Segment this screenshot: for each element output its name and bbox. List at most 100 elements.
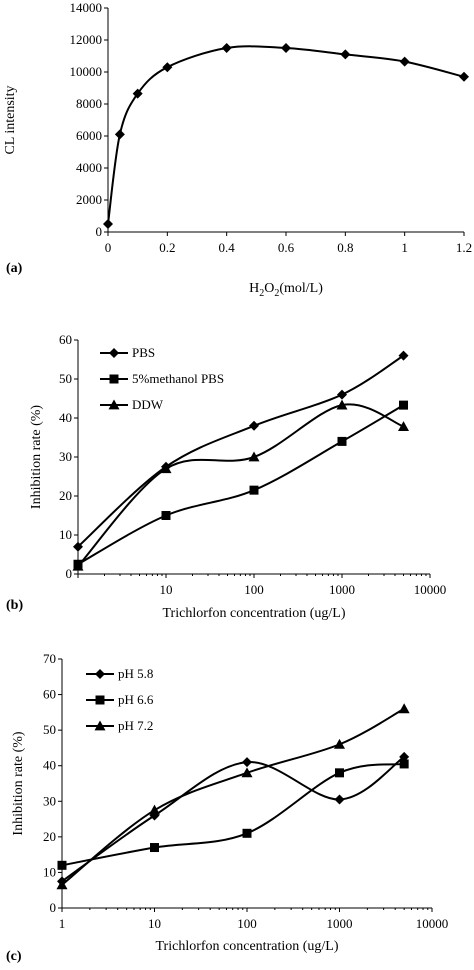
x-tick-label: 10000 [414, 582, 447, 597]
x-tick-label: 0 [105, 240, 112, 255]
y-tick-label: 40 [59, 410, 72, 425]
chart-panel-a: 0 2000 4000 6000 8000 10000 12000 14000 0 0.2 0.4 0… [3, 0, 472, 299]
y-tick-label: 60 [43, 687, 56, 702]
x-tick-label: 1.2 [456, 240, 472, 255]
panel-label: (c) [6, 949, 22, 964]
series-line-0 [77, 354, 405, 548]
x-tick-label: 0.6 [278, 240, 295, 255]
y-tick-label: 10000 [70, 64, 103, 79]
panel-label: (b) [6, 598, 23, 613]
data-point-1 [399, 759, 409, 769]
data-point-0 [399, 56, 410, 67]
data-point-0 [114, 129, 125, 140]
data-point-0 [221, 43, 232, 53]
y-tick-label: 2000 [76, 192, 102, 207]
legend-label: DDW [132, 397, 164, 412]
y-tick-label: 14000 [70, 0, 103, 15]
legend-marker [109, 348, 119, 358]
data-point-2 [160, 463, 172, 474]
series-line-0 [107, 45, 465, 225]
data-point-0 [73, 541, 83, 552]
data-point-1 [249, 485, 259, 495]
legend-marker [109, 374, 119, 384]
x-tick-label: 0.4 [219, 240, 236, 255]
y-axis-label: Inhibition rate (%) [29, 405, 44, 510]
y-tick-label: 30 [43, 793, 56, 808]
y-tick-label: 60 [59, 332, 72, 347]
data-point-0 [459, 71, 469, 82]
x-axis-label-part: 2 [274, 288, 279, 299]
y-tick-label: 50 [59, 371, 72, 386]
x-axis-label-part: (mol/L) [279, 281, 323, 296]
legend-marker [94, 720, 106, 731]
data-point-2 [56, 879, 68, 890]
x-tick-label: 10 [148, 916, 161, 931]
y-tick-label: 0 [50, 900, 57, 915]
data-point-0 [334, 794, 345, 805]
data-point-2 [398, 703, 410, 714]
legend-label: pH 5.8 [118, 666, 153, 681]
x-tick-label: 1000 [329, 582, 355, 597]
series-line-2 [61, 707, 405, 886]
x-tick-label: 1 [59, 916, 66, 931]
legend-marker [95, 669, 105, 679]
y-tick-label: 0 [96, 224, 103, 239]
x-axis-label: H2O2(mol/L) [249, 281, 323, 299]
y-tick-label: 10 [43, 864, 56, 879]
legend-label: pH 6.6 [118, 692, 154, 707]
y-tick-label: 70 [43, 651, 56, 666]
y-tick-label: 6000 [76, 128, 102, 143]
x-tick-label: 1 [401, 240, 408, 255]
data-point-0 [337, 389, 347, 400]
data-point-0 [398, 350, 409, 361]
data-point-2 [149, 804, 160, 815]
y-tick-label: 0 [66, 566, 73, 581]
y-tick-label: 50 [43, 722, 56, 737]
y-tick-label: 8000 [76, 96, 102, 111]
data-point-1 [161, 511, 171, 520]
y-tick-label: 20 [59, 488, 72, 503]
data-point-2 [334, 738, 345, 749]
data-point-0 [249, 420, 259, 431]
panel-label: (a) [6, 261, 23, 276]
data-point-1 [242, 828, 252, 838]
data-point-1 [150, 843, 159, 853]
chart-panel-c: 0 10 20 30 40 50 60 70 1 10 100 1000 10000 Inhibition… [6, 651, 448, 964]
y-axis-label: CL intensity [3, 85, 18, 154]
x-tick-label: 100 [244, 582, 264, 597]
y-tick-label: 20 [43, 829, 56, 844]
legend-label: pH 7.2 [118, 718, 153, 733]
data-point-2 [241, 767, 253, 778]
legend-marker [95, 695, 105, 705]
data-point-0 [103, 219, 113, 229]
data-point-0 [132, 88, 143, 99]
x-tick-label: 10000 [416, 916, 449, 931]
data-point-1 [335, 768, 344, 778]
legend-label: PBS [132, 345, 155, 360]
data-point-0 [281, 43, 291, 53]
series-line-0 [61, 755, 405, 883]
x-tick-label: 0.8 [337, 240, 353, 255]
data-point-0 [162, 62, 173, 73]
legend-label: 5%methanol PBS [132, 371, 224, 386]
chart-panel-b: 0 10 20 30 40 50 60 10 100 1000 10000 Inhibition ra… [6, 332, 446, 621]
data-point-2 [398, 421, 410, 431]
x-axis-label-part: H [249, 281, 259, 296]
y-tick-label: 10 [59, 527, 72, 542]
data-point-0 [399, 751, 410, 762]
y-axis-label: Inhibition rate (%) [11, 731, 26, 836]
series-line-2 [77, 403, 404, 567]
legend-marker [108, 399, 120, 410]
x-tick-label: 1000 [327, 916, 353, 931]
y-tick-label: 12000 [70, 32, 103, 47]
data-point-0 [242, 757, 252, 768]
data-point-1 [337, 436, 347, 446]
series-line-1 [77, 404, 405, 566]
y-tick-label: 30 [59, 449, 72, 464]
data-point-2 [72, 560, 84, 571]
x-tick-label: 10 [160, 582, 173, 597]
data-point-0 [340, 49, 351, 60]
x-axis-label-part: O [264, 281, 274, 296]
data-point-2 [248, 451, 260, 462]
x-axis-label: Trichlorfon concentration (ug/L) [163, 606, 346, 621]
